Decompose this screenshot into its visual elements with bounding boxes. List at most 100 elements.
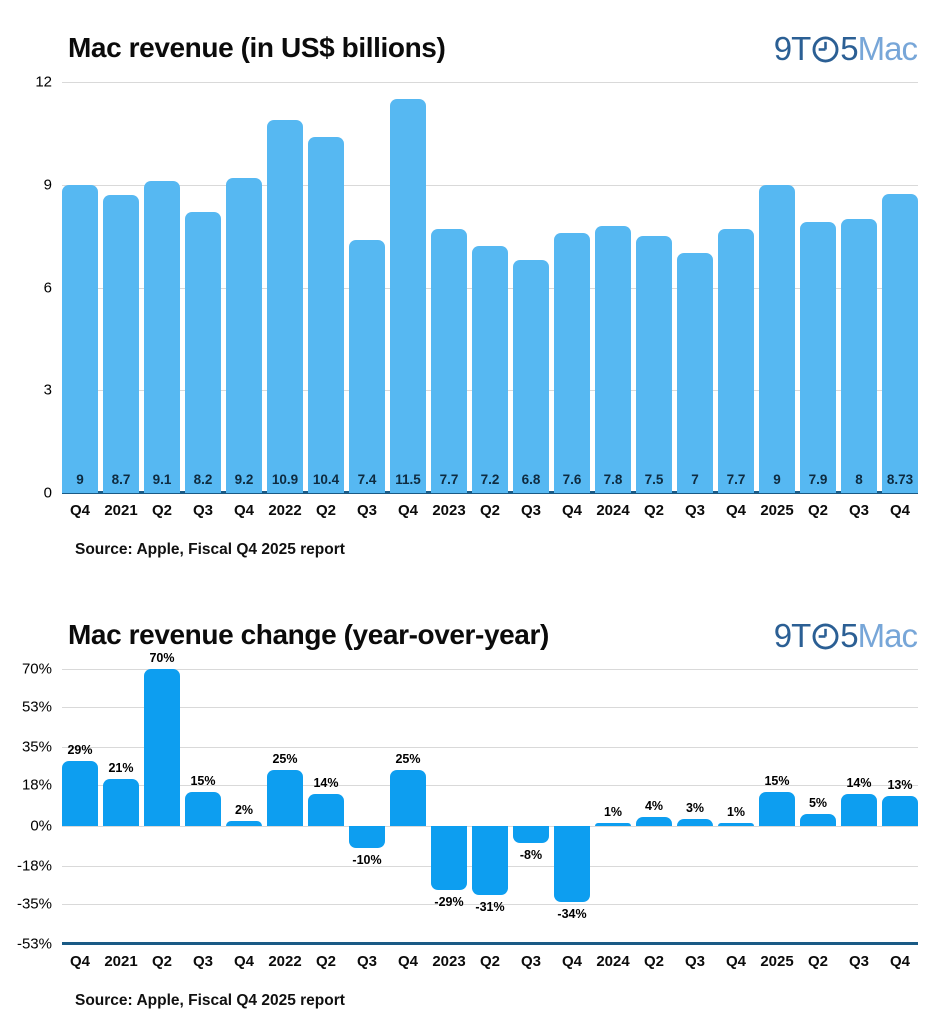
- bar: [759, 791, 795, 826]
- bar-value-label: -31%: [475, 899, 505, 914]
- bar: [595, 823, 631, 826]
- bar-value-label: 25%: [395, 751, 421, 766]
- bar-slot: 9.2: [226, 82, 262, 493]
- bar: [800, 222, 836, 493]
- bar-value-label: 13%: [887, 778, 913, 793]
- x-axis-category-label: Q3: [848, 502, 869, 519]
- gridline: [62, 184, 918, 186]
- bar-slot: 7.5: [636, 82, 672, 493]
- gridline: [62, 747, 918, 749]
- bar-value-label: 7.7: [726, 472, 746, 487]
- y-axis-tick-label: -35%: [16, 895, 52, 913]
- x-axis-category-label: Q3: [356, 502, 377, 519]
- revenue-source-note: Source: Apple, Fiscal Q4 2025 report: [75, 541, 345, 558]
- bar-slot: 6.8: [513, 82, 549, 493]
- bar-slot: 13%: [882, 669, 918, 944]
- bar: [636, 816, 672, 826]
- y-axis-tick-label: 53%: [21, 698, 52, 716]
- bar-value-label: 15%: [190, 773, 216, 788]
- bar-value-label: 8: [855, 472, 863, 487]
- bar-slot: -31%: [472, 669, 508, 944]
- gridline: [62, 669, 918, 670]
- y-axis-tick-label: 0%: [30, 817, 52, 834]
- bar: [800, 814, 836, 826]
- x-axis-category-label: Q4: [397, 953, 418, 970]
- y-axis-tick-label: 18%: [21, 776, 52, 794]
- x-axis-category-label: Q4: [561, 953, 582, 970]
- x-axis-category-label: Q2: [479, 502, 500, 519]
- bar: [144, 181, 180, 493]
- bar-value-label: 21%: [108, 760, 134, 775]
- x-axis-category-label: Q4: [69, 953, 90, 970]
- bar: [185, 791, 221, 826]
- x-axis-category-label: Q2: [807, 502, 828, 519]
- bar-value-label: 7.2: [480, 472, 500, 487]
- x-axis-category-label: 2024: [596, 953, 630, 970]
- bar-slot: 7.7: [431, 82, 467, 493]
- logo-text-9t: 9T: [773, 29, 812, 67]
- gridline: [62, 903, 918, 905]
- bar-slot: 70%: [144, 651, 180, 944]
- bar-value-label: -8%: [519, 848, 543, 863]
- y-axis-tick-label: 12: [35, 73, 52, 91]
- bar-slot: 11.5: [390, 82, 426, 493]
- bar-slot: 21%: [103, 669, 139, 944]
- bar-slot: 1%: [718, 669, 754, 944]
- bar-value-label: 29%: [67, 742, 93, 757]
- bar-slot: 7.8: [595, 82, 631, 493]
- bar-slot: 7.4: [349, 82, 385, 493]
- bar-slot: 9: [759, 82, 795, 493]
- bar-value-label: 8.7: [111, 472, 131, 487]
- bar: [62, 184, 98, 493]
- bar: [636, 236, 672, 493]
- x-axis-category-label: 2022: [268, 502, 302, 519]
- logo-text-mac: Mac: [857, 29, 918, 67]
- bar-slot: 1%: [595, 669, 631, 944]
- bar: [882, 796, 918, 826]
- bar-value-label: 25%: [272, 751, 298, 766]
- bar-slot: 29%: [62, 669, 98, 944]
- bar-value-label: -29%: [434, 895, 464, 910]
- bar: [882, 193, 918, 493]
- bar-value-label: 7.8: [603, 472, 623, 487]
- x-axis-category-label: Q4: [233, 502, 254, 519]
- bar-value-label: 5%: [808, 796, 828, 811]
- bar-slot: -10%: [349, 669, 385, 944]
- bar-slot: -34%: [554, 669, 590, 944]
- bar-value-label: 9: [76, 472, 84, 487]
- bar-slot: -29%: [431, 669, 467, 944]
- gridline: [62, 785, 918, 787]
- x-axis-category-label: Q3: [684, 953, 705, 970]
- bar: [390, 769, 426, 826]
- logo-text-5: 5: [840, 616, 858, 654]
- bar-value-label: 7.4: [357, 472, 377, 487]
- x-axis-category-label: Q2: [151, 502, 172, 519]
- x-axis-category-label: Q4: [889, 502, 910, 519]
- bar-slot: 4%: [636, 669, 672, 944]
- change-source-note: Source: Apple, Fiscal Q4 2025 report: [75, 992, 345, 1009]
- bar-slot: 7: [677, 82, 713, 493]
- y-axis-tick-label: 9: [43, 176, 52, 194]
- bar: [431, 825, 467, 891]
- bar: [554, 825, 590, 902]
- x-axis-category-label: 2024: [596, 502, 630, 519]
- bar-value-label: 9: [773, 472, 781, 487]
- bar-slot: 15%: [759, 669, 795, 944]
- bar-slot: 10.9: [267, 82, 303, 493]
- bar: [513, 260, 549, 493]
- bar-value-label: 14%: [313, 776, 339, 791]
- bar: [226, 177, 262, 493]
- bar: [226, 821, 262, 826]
- x-axis-category-label: Q4: [397, 502, 418, 519]
- bar-slot: 9.1: [144, 82, 180, 493]
- bar-slot: 7.6: [554, 82, 590, 493]
- change-chart-header: Mac revenue change (year-over-year) 9T 5…: [68, 613, 918, 657]
- bar-value-label: -10%: [352, 852, 382, 867]
- bar: [677, 818, 713, 826]
- bar: [718, 823, 754, 826]
- bar-value-label: 70%: [149, 651, 175, 665]
- bar-slot: 9: [62, 82, 98, 493]
- x-axis-category-label: Q2: [151, 953, 172, 970]
- logo-text-5: 5: [840, 29, 858, 67]
- y-axis-tick-label: -18%: [16, 857, 52, 875]
